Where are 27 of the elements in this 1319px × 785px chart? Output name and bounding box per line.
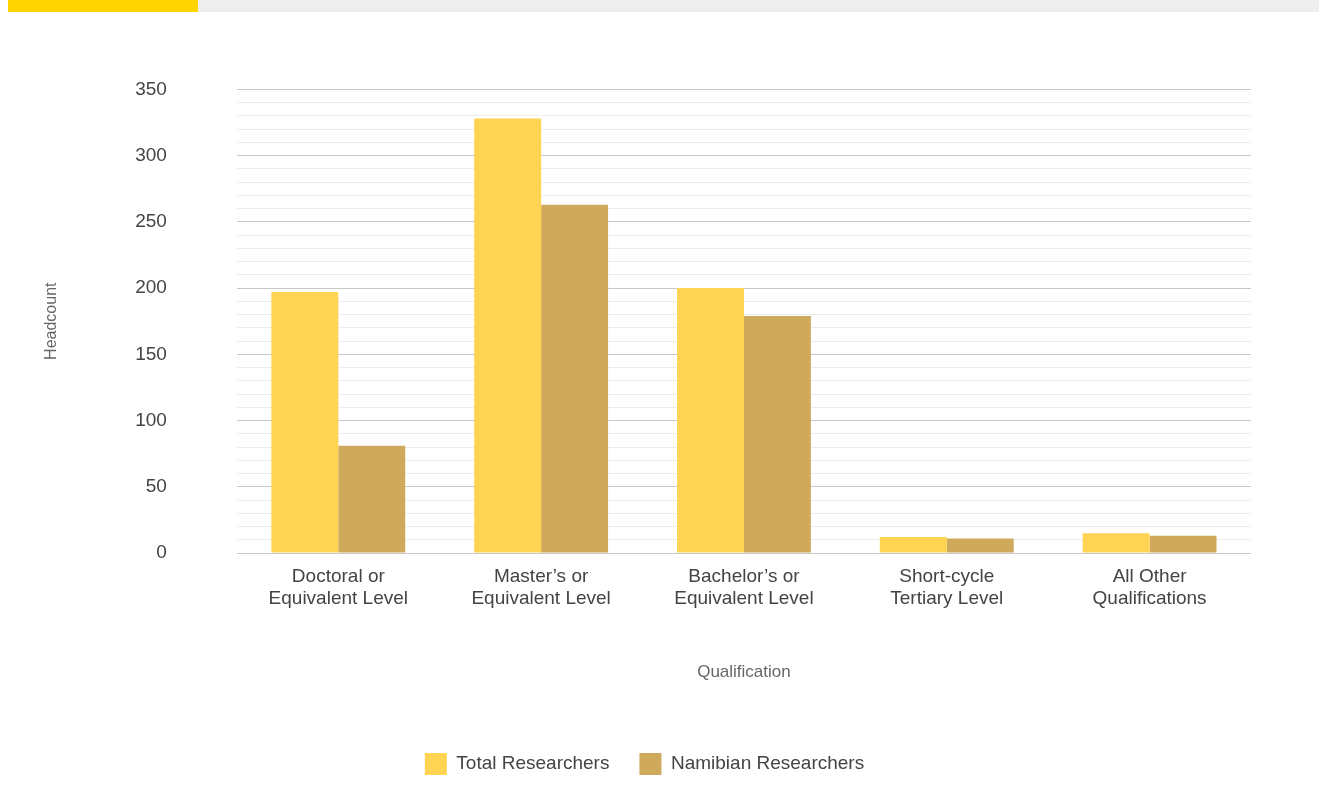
bar [946, 538, 1014, 553]
x-axis-title: Qualification [697, 662, 791, 682]
bar [677, 288, 744, 553]
bar [338, 445, 406, 553]
bar [474, 118, 542, 553]
bar [1149, 535, 1217, 553]
y-tick-label: 300 [135, 143, 167, 165]
legend-label: Namibian Researchers [670, 752, 865, 774]
x-tick-label: Bachelor’s or Equivalent Level [674, 564, 814, 609]
y-tick-label: 250 [135, 210, 167, 232]
y-tick-label: 350 [135, 77, 167, 99]
y-tick-label: 100 [135, 408, 167, 430]
bar [541, 204, 609, 553]
bar [743, 315, 811, 553]
y-tick-label: 200 [135, 276, 167, 298]
bar [271, 292, 339, 553]
x-tick-label: Master’s or Equivalent Level [471, 564, 611, 609]
x-tick-label: Doctoral or Equivalent Level [268, 564, 409, 609]
y-tick-label: 50 [145, 475, 167, 497]
y-axis-title: Headcount [42, 281, 60, 360]
bar [879, 537, 947, 553]
bar [1082, 533, 1150, 553]
x-tick-label: All Other Qualifications [1092, 564, 1207, 609]
x-tick-label: Short-cycle Tertiary Level [890, 564, 1004, 609]
y-tick-label: 150 [135, 342, 167, 364]
legend-label: Total Researchers [456, 752, 610, 774]
y-tick-label: 0 [156, 541, 167, 563]
